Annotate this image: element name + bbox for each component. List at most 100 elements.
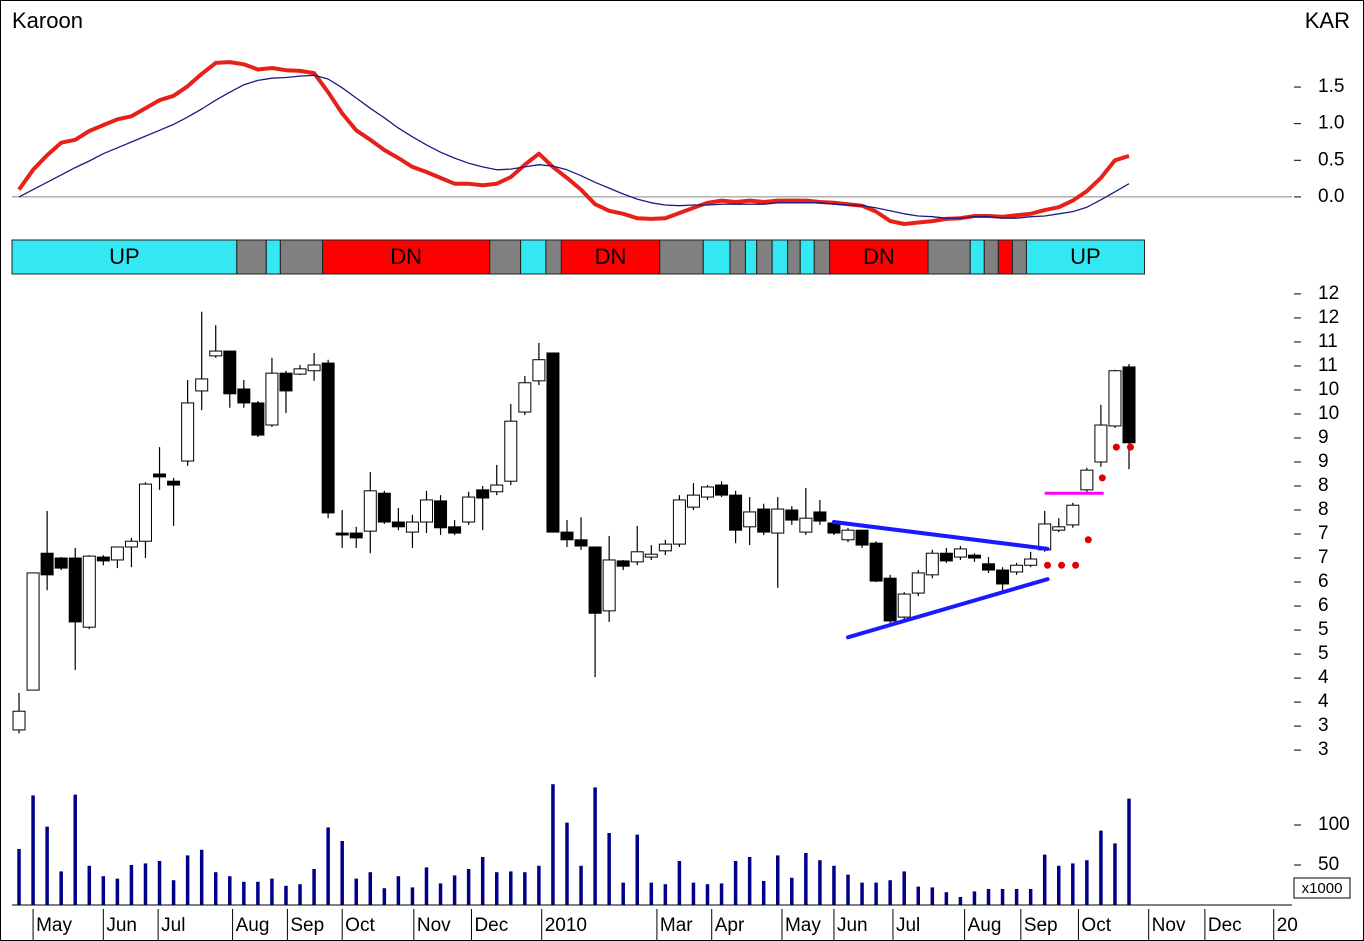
volume-bar — [719, 883, 724, 905]
candle-body — [96, 556, 110, 562]
candle-body — [448, 526, 462, 534]
candle-body — [68, 557, 82, 623]
regime-segment — [969, 239, 985, 275]
candle-body — [1024, 558, 1038, 566]
volume-bar — [972, 891, 977, 905]
volume-bar — [860, 882, 864, 905]
candle-body — [419, 499, 433, 523]
candle-body — [1010, 564, 1024, 573]
volume-bar — [902, 871, 906, 905]
regime-segment — [997, 239, 1013, 275]
candle-body — [518, 382, 532, 413]
volume-bar — [17, 849, 21, 905]
y-tick-label: 0.0 — [1318, 186, 1344, 207]
y-tick-label: 5 — [1318, 643, 1329, 664]
candle-body — [223, 350, 237, 395]
candle-body — [729, 494, 743, 531]
volume-bar — [438, 883, 443, 905]
candle-body — [490, 484, 504, 493]
volume-bar — [776, 855, 780, 905]
volume-bar — [284, 885, 288, 905]
indicator-line — [18, 74, 1130, 219]
trendline — [831, 520, 1050, 551]
volume-bar — [298, 884, 302, 905]
candle-body — [939, 552, 953, 562]
volume-bar — [635, 834, 639, 905]
y-tick-label: 1.0 — [1318, 113, 1344, 134]
volume-bar — [593, 787, 597, 905]
x-tick-label: 2010 — [545, 915, 587, 936]
regime-segment — [927, 239, 971, 275]
candle-body — [813, 511, 827, 522]
volume-bar — [761, 881, 766, 905]
candle-body — [532, 359, 546, 382]
candle-body — [12, 710, 26, 731]
unit-label: x1000 — [1302, 880, 1343, 897]
regime-segment — [279, 239, 324, 275]
y-tick-label: 7 — [1318, 547, 1329, 568]
volume-bar — [607, 833, 611, 905]
candle-body — [1094, 424, 1108, 463]
candle-body — [195, 378, 209, 392]
regime-segment — [545, 239, 562, 275]
stop-dot — [1098, 474, 1106, 482]
y-tick-label: 4 — [1318, 667, 1329, 688]
volume-bar — [312, 869, 316, 905]
x-tick-label: Sep — [1024, 915, 1058, 936]
y-tick-label: 12 — [1318, 307, 1339, 328]
candle-body — [715, 484, 729, 496]
volume-bar — [199, 849, 204, 905]
volume-bar — [958, 897, 963, 905]
y-tick-label: 8 — [1318, 499, 1329, 520]
stop-dot — [1112, 443, 1120, 451]
regime-segment — [799, 239, 815, 275]
volume-bar — [157, 861, 162, 905]
candle-body — [40, 552, 54, 576]
volume-bar — [354, 878, 358, 905]
stop-dot — [1084, 536, 1092, 544]
regime-segment — [829, 239, 929, 275]
y-tick-label: 5 — [1318, 619, 1329, 640]
candle-body — [574, 539, 588, 547]
regime-segment — [729, 239, 746, 275]
volume-bar — [410, 887, 415, 905]
y-tick-label: 1.5 — [1318, 76, 1344, 97]
volume-bar — [340, 841, 344, 905]
regime-segment — [265, 239, 281, 275]
volume-bar — [691, 882, 696, 905]
candle-body — [785, 509, 799, 521]
volume-bar — [649, 882, 654, 905]
candle-body — [799, 517, 813, 533]
y-tick-label: 50 — [1318, 854, 1339, 875]
candle-body — [377, 492, 391, 523]
volume-bar — [804, 853, 808, 905]
unit-box — [1293, 877, 1351, 899]
regime-segment — [489, 239, 522, 275]
x-tick-label: Jul — [896, 915, 920, 936]
candle-body — [363, 490, 377, 532]
x-tick-label: Dec — [474, 915, 508, 936]
volume-bar — [494, 872, 499, 905]
y-tick-label: 8 — [1318, 475, 1329, 496]
volume-bar — [565, 822, 569, 905]
candle-body — [771, 508, 785, 534]
candle-body — [982, 563, 996, 571]
volume-bar — [1099, 830, 1103, 905]
volume-bar — [523, 872, 527, 905]
regime-label: DN — [863, 244, 895, 269]
volume-bar — [480, 857, 485, 905]
stop-dot — [1072, 561, 1080, 569]
volume-bar — [452, 875, 457, 905]
y-tick-label: 7 — [1318, 523, 1329, 544]
volume-bar — [733, 861, 738, 905]
y-tick-label: 9 — [1318, 427, 1329, 448]
volume-bar — [621, 882, 625, 905]
x-tick-label: Apr — [715, 915, 745, 936]
volume-bar — [326, 827, 330, 905]
volume-bar — [143, 863, 148, 905]
volume-bar — [916, 886, 921, 905]
x-tick-label: Aug — [236, 915, 270, 936]
regime-segment — [787, 239, 801, 275]
